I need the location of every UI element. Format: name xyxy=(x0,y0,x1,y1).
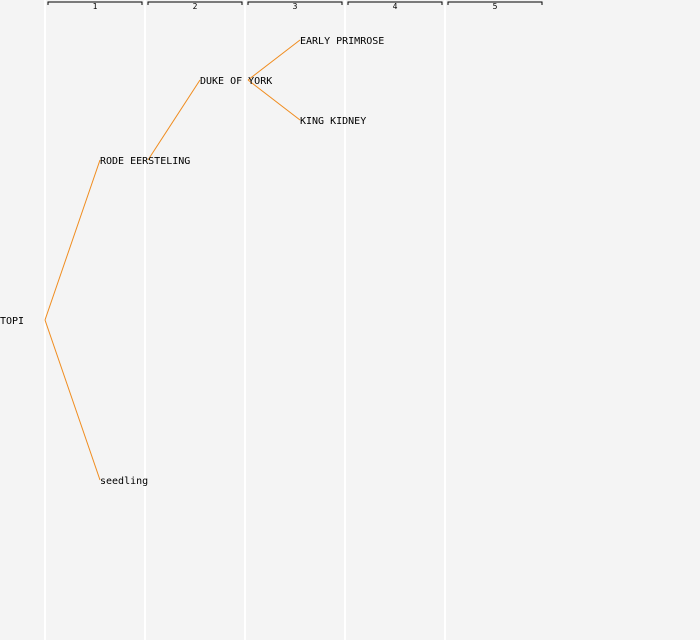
generation-label: 3 xyxy=(293,2,298,11)
generation-bracket xyxy=(347,1,443,5)
variety-label-seedling[interactable]: seedling xyxy=(100,476,148,487)
pedigree-edge xyxy=(44,319,101,481)
variety-label-rode[interactable]: RODE EERSTELING xyxy=(100,156,190,167)
variety-label-early[interactable]: EARLY PRIMROSE xyxy=(300,36,384,47)
generation-label: 1 xyxy=(93,2,98,11)
generation-label: 4 xyxy=(393,2,398,11)
generation-bracket xyxy=(447,1,543,5)
variety-label-topi[interactable]: TOPI xyxy=(0,316,24,327)
generation-bracket xyxy=(247,1,343,5)
pedigree-edge xyxy=(247,39,301,81)
variety-label-king[interactable]: KING KIDNEY xyxy=(300,116,366,127)
generation-bracket xyxy=(47,1,143,5)
generation-bracket xyxy=(147,1,243,5)
pedigree-edge xyxy=(247,79,301,121)
variety-label-duke[interactable]: DUKE OF YORK xyxy=(200,76,272,87)
generation-label: 5 xyxy=(493,2,498,11)
pedigree-edge xyxy=(147,79,201,161)
generation-label: 2 xyxy=(193,2,198,11)
pedigree-edge xyxy=(44,159,101,321)
